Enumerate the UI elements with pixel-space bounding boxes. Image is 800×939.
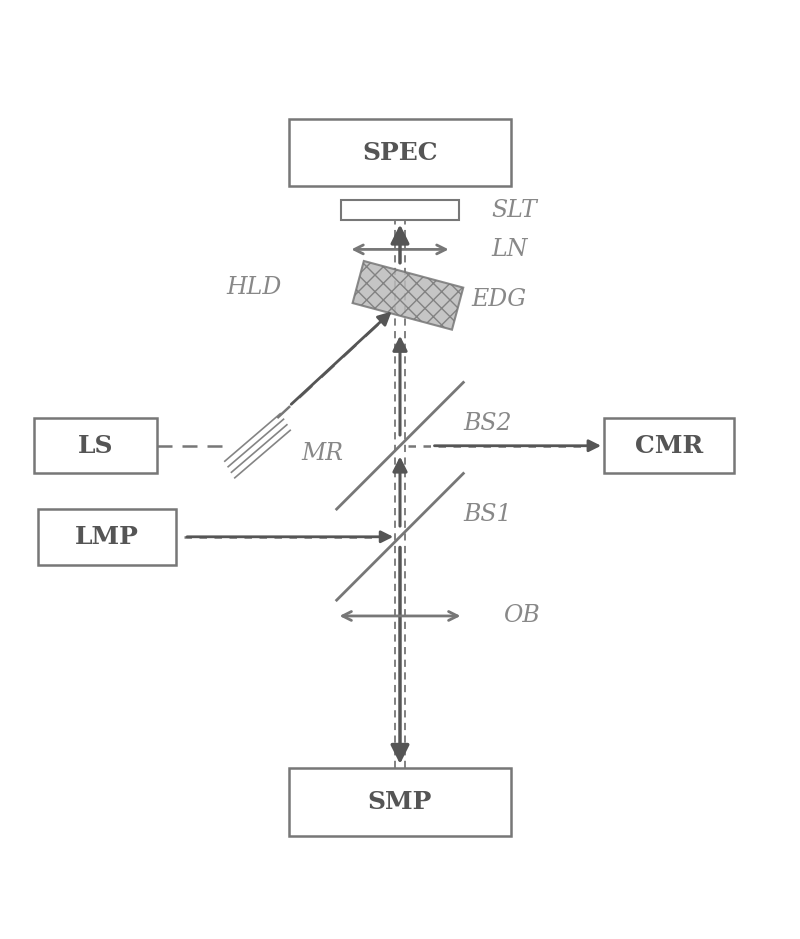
Text: CMR: CMR <box>635 434 703 457</box>
Text: OB: OB <box>503 605 540 627</box>
FancyBboxPatch shape <box>289 768 511 836</box>
FancyBboxPatch shape <box>38 509 176 564</box>
FancyBboxPatch shape <box>604 418 734 473</box>
Text: HLD: HLD <box>226 276 282 299</box>
Text: BS2: BS2 <box>463 412 512 435</box>
Text: SPEC: SPEC <box>362 141 438 165</box>
Bar <box>353 261 463 330</box>
Text: SMP: SMP <box>368 790 432 814</box>
Text: LN: LN <box>491 238 527 261</box>
FancyBboxPatch shape <box>341 200 459 220</box>
Text: EDG: EDG <box>471 287 526 311</box>
FancyBboxPatch shape <box>289 119 511 187</box>
FancyBboxPatch shape <box>34 418 157 473</box>
Text: SLT: SLT <box>491 199 537 222</box>
Text: MR: MR <box>301 442 343 465</box>
Text: LMP: LMP <box>75 525 139 548</box>
Text: LS: LS <box>78 434 113 457</box>
Text: BS1: BS1 <box>463 503 512 526</box>
